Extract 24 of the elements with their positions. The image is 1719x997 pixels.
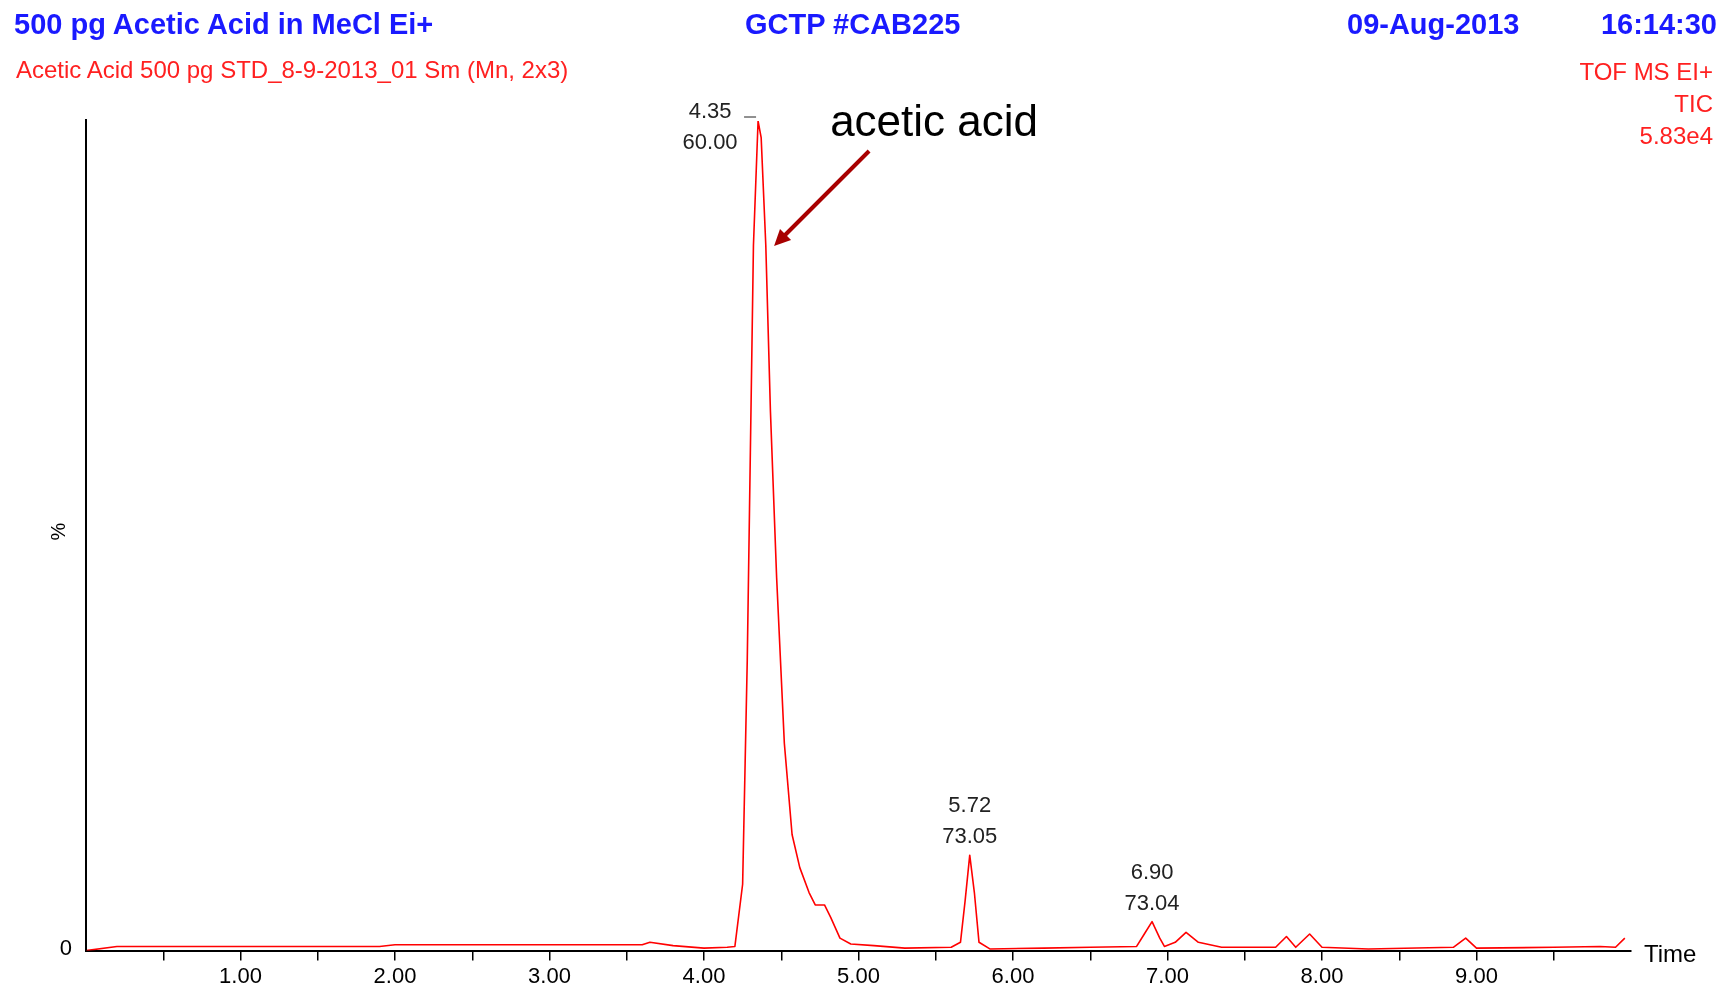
x-tick-label: 7.00 bbox=[1146, 962, 1189, 988]
x-tick-label: 2.00 bbox=[373, 962, 417, 988]
x-tick-label: 8.00 bbox=[1300, 962, 1344, 988]
annotation: 4.35 60.00 bbox=[682, 98, 738, 154]
x-tick-label: 3.00 bbox=[528, 962, 571, 988]
text: 5.83e4 bbox=[1638, 121, 1713, 151]
text: GCTP #CAB225 bbox=[745, 8, 961, 41]
annotation: 5.72 73.05 bbox=[942, 792, 998, 849]
text: TIC bbox=[1673, 89, 1713, 119]
text: 16:14:30 bbox=[1600, 8, 1717, 41]
x-axis-title: Time bbox=[1644, 940, 1697, 968]
chart-subtitle: Acetic Acid 500 pg STD_8-9-2013_01 Sm (Mn, 2x3) bbox=[16, 56, 569, 84]
y-axis-title: % bbox=[47, 522, 71, 541]
x-tick-label: 5.00 bbox=[837, 962, 880, 988]
text: 0 bbox=[59, 934, 72, 960]
x-tick-label: 1.00 bbox=[219, 962, 262, 988]
text: TOF MS EI+ bbox=[1579, 57, 1713, 87]
x-tick-label: 6.00 bbox=[991, 962, 1035, 988]
annotation: 6.90 73.04 bbox=[1124, 858, 1180, 915]
annotation: acetic acid bbox=[830, 96, 1039, 145]
x-tick-label: 4.00 bbox=[682, 962, 726, 988]
x-tick-label: 9.00 bbox=[1455, 962, 1498, 988]
chart-title: 500 pg Acetic Acid in MeCl Ei+ bbox=[14, 8, 434, 41]
text: 09-Aug-2013 bbox=[1347, 8, 1520, 41]
